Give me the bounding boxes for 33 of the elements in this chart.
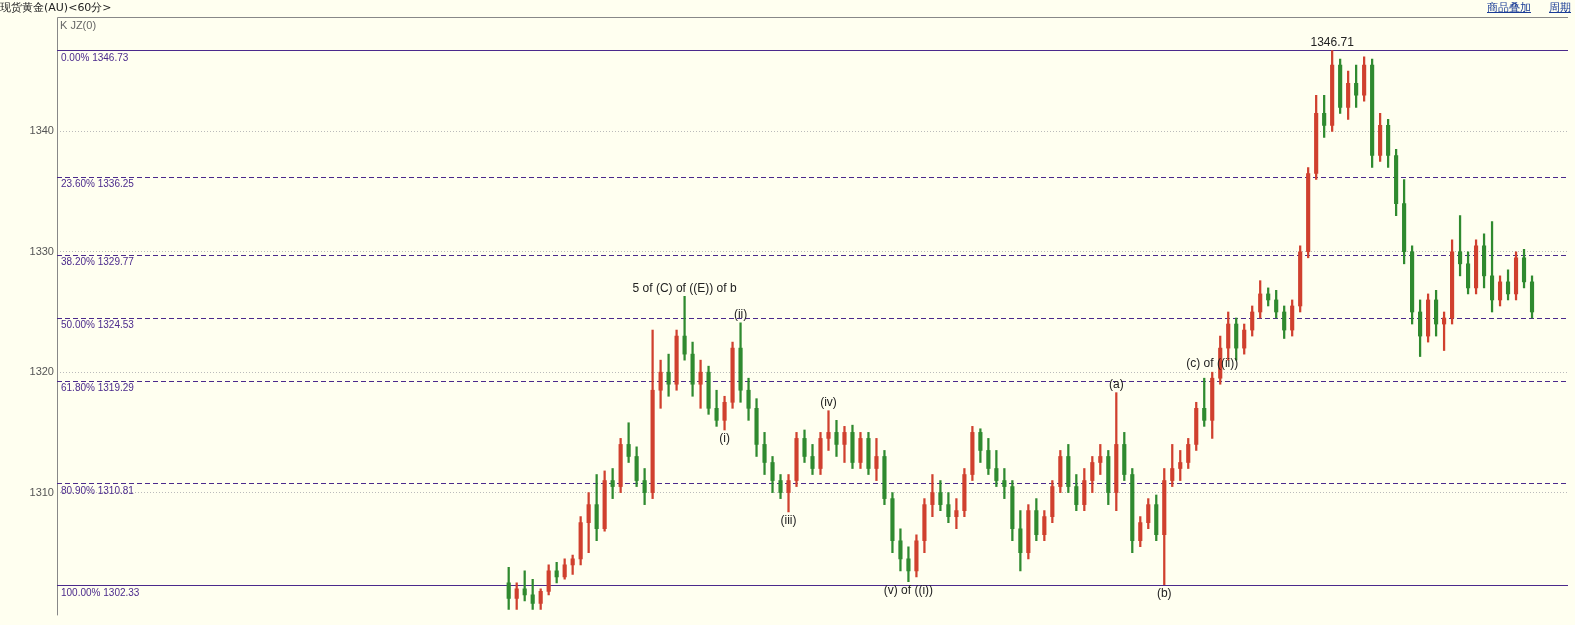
y-tick-label: 1340: [29, 124, 54, 137]
candlestick: [666, 353, 671, 397]
ref-line-label: 38.20% 1329.77: [61, 256, 135, 268]
text: 商品叠加: [1487, 1, 1531, 14]
y-tick-label: 1320: [29, 365, 54, 378]
candlestick: [954, 498, 959, 530]
text: 周期: [1549, 1, 1571, 14]
ref-line-label: 50.00% 1324.53: [61, 319, 135, 331]
annotation: (ii): [733, 307, 748, 322]
candlestick: [626, 422, 631, 463]
candlestick: [682, 296, 687, 361]
annotation: 5 of (C) of ((E)) of b: [632, 280, 737, 295]
ref-line-label: 0.00% 1346.73: [61, 52, 129, 64]
ref-line-label: 23.60% 1336.25: [61, 178, 135, 190]
y-tick-label: 1310: [29, 485, 54, 498]
annotation: (i): [719, 431, 730, 446]
annotation: (b): [1156, 586, 1172, 601]
annotation: (iii): [780, 513, 797, 528]
candlestick: [826, 410, 831, 451]
candlestick: [874, 438, 879, 481]
candlestick: [1002, 468, 1007, 499]
ref-line-label: 61.80% 1319.29: [61, 382, 135, 394]
annotation: (v) of ((i)): [883, 583, 934, 597]
ref-line-label: 100.00% 1302.33: [61, 586, 140, 598]
y-tick-label: 1330: [29, 244, 54, 257]
chart-subtitle: K JZ(0): [60, 19, 97, 31]
annotation: (iv): [820, 395, 837, 410]
annotation: 1346.71: [1310, 34, 1355, 49]
ref-line-label: 80.90% 1310.81: [61, 484, 135, 496]
candlestick: [698, 359, 703, 409]
chart-title: 现货黄金(AU)<60分>: [0, 0, 112, 15]
candlestick: [930, 474, 935, 517]
annotation: (a): [1108, 376, 1124, 391]
